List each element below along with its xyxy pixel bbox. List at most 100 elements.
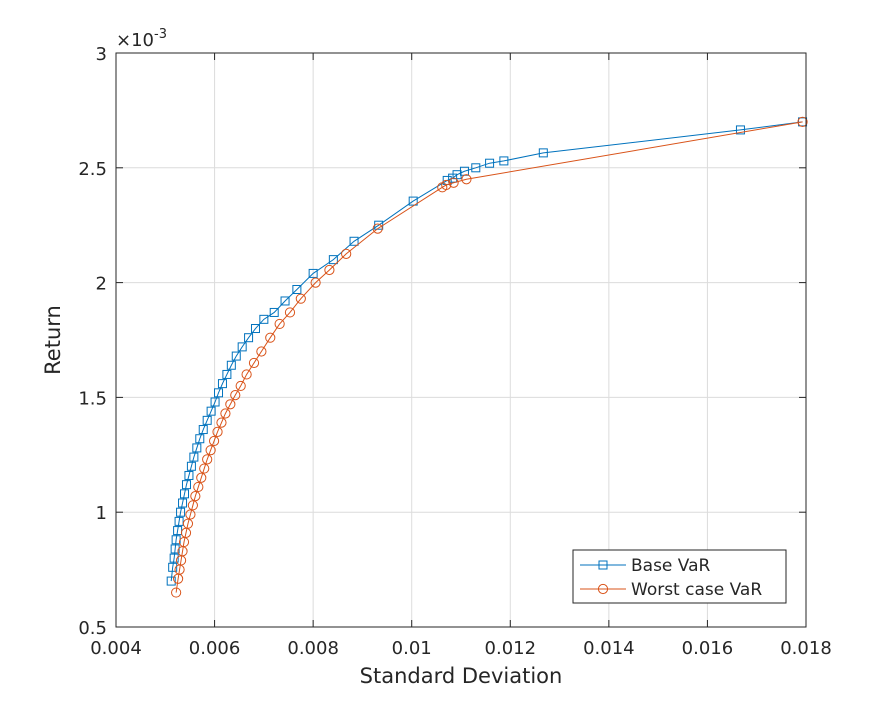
base-var-point xyxy=(499,156,509,166)
base-var-point xyxy=(192,443,202,453)
worst-case-var-point xyxy=(797,116,808,127)
worst-case-var-point xyxy=(448,177,459,188)
x-tick-label: 0.012 xyxy=(485,638,537,659)
series-line-worst-case-var xyxy=(175,121,803,593)
worst-case-var-point xyxy=(241,369,252,380)
y-exponent-power: -3 xyxy=(154,27,167,42)
worst-case-var-point xyxy=(212,426,223,437)
base-var-point xyxy=(210,397,220,407)
worst-case-var-point xyxy=(372,223,383,234)
worst-case-var-point xyxy=(225,399,236,410)
base-var-point xyxy=(292,284,302,294)
series-base-var xyxy=(166,117,808,586)
axes-background xyxy=(116,53,806,627)
y-tick-label: 3 xyxy=(96,44,107,65)
worst-case-var-point xyxy=(295,293,306,304)
legend-square-marker xyxy=(598,560,608,570)
base-var-point xyxy=(408,196,418,206)
worst-case-var-point xyxy=(196,472,207,483)
base-var-point xyxy=(217,379,227,389)
worst-case-var-point xyxy=(216,417,227,428)
worst-case-var-point xyxy=(182,518,194,529)
base-var-point xyxy=(186,461,196,471)
base-var-point xyxy=(237,342,247,352)
worst-case-var-point xyxy=(230,390,241,401)
worst-case-var-point xyxy=(248,357,260,369)
base-var-point xyxy=(735,125,745,135)
worst-case-var-point xyxy=(256,346,267,357)
worst-case-var-point xyxy=(199,463,210,474)
worst-case-var-point xyxy=(341,248,352,259)
base-var-point xyxy=(206,406,216,416)
base-var-point xyxy=(244,333,254,343)
series-line-base-var xyxy=(170,121,803,582)
base-var-point xyxy=(798,117,808,127)
y-tick-label: 1.5 xyxy=(78,388,107,409)
worst-case-var-point xyxy=(265,332,276,343)
base-var-point xyxy=(168,562,178,572)
series-worst-case-var xyxy=(171,116,808,598)
worst-case-var-point xyxy=(324,264,335,276)
legend: Base VaR Worst case VaR xyxy=(572,549,787,604)
x-tick-label: 0.014 xyxy=(583,638,635,659)
base-var-point xyxy=(176,507,186,517)
x-tick-label: 0.018 xyxy=(780,638,832,659)
legend-label: Worst case VaR xyxy=(631,580,762,600)
base-var-point xyxy=(169,553,179,563)
base-var-point xyxy=(452,170,462,180)
base-var-point xyxy=(174,516,184,526)
worst-case-var-point xyxy=(284,307,296,318)
base-var-point xyxy=(308,268,318,278)
x-tick-label: 0.008 xyxy=(287,638,339,659)
base-var-point xyxy=(198,425,208,435)
worst-case-var-point xyxy=(220,408,231,419)
x-tick-labels: 0.004 0.006 0.008 0.01 0.012 0.014 0.016 0.018 xyxy=(90,638,832,659)
base-var-point xyxy=(226,360,236,370)
y-exponent-base: ×10 xyxy=(116,30,154,51)
worst-case-var-point xyxy=(190,491,201,502)
x-tick-label: 0.01 xyxy=(392,638,432,659)
worst-case-var-point xyxy=(310,277,321,288)
base-var-point xyxy=(328,255,338,265)
x-tick-label: 0.016 xyxy=(682,638,734,659)
x-tick-label: 0.006 xyxy=(189,638,241,659)
worst-case-var-point xyxy=(441,179,452,191)
base-var-point xyxy=(269,307,279,317)
base-var-point xyxy=(259,314,269,324)
series-layer xyxy=(166,116,808,598)
base-var-point xyxy=(189,452,199,462)
y-tick-label: 1 xyxy=(96,503,107,524)
worst-case-var-point xyxy=(461,174,472,185)
base-var-point xyxy=(195,434,205,444)
worst-case-var-point xyxy=(202,454,213,465)
base-var-point xyxy=(349,236,359,246)
legend-box xyxy=(572,549,787,604)
y-tick-label: 2 xyxy=(96,274,107,295)
base-var-point xyxy=(202,415,212,425)
base-var-point xyxy=(250,324,260,334)
base-var-point xyxy=(180,489,190,499)
base-var-point xyxy=(214,388,224,398)
worst-case-var-point xyxy=(187,500,198,511)
legend-entry-worst-case-var: Worst case VaR xyxy=(580,580,762,600)
legend-label: Base VaR xyxy=(631,556,711,576)
ticks xyxy=(115,52,807,628)
base-var-point xyxy=(178,498,188,508)
base-var-point xyxy=(231,351,241,361)
legend-circle-marker xyxy=(597,583,609,595)
worst-case-var-point xyxy=(171,587,182,598)
y-axis-label: Return xyxy=(41,305,65,375)
base-var-point xyxy=(184,470,194,480)
x-tick-label: 0.004 xyxy=(90,638,142,659)
base-var-point xyxy=(538,148,548,158)
base-var-point xyxy=(181,480,191,490)
base-var-point xyxy=(222,369,232,379)
base-var-point xyxy=(166,576,176,586)
y-tick-label: 0.5 xyxy=(78,618,107,639)
legend-entry-base-var: Base VaR xyxy=(580,556,711,576)
axes-box xyxy=(115,52,807,628)
y-exponent-label: ×10-3 xyxy=(116,27,167,51)
y-tick-label: 2.5 xyxy=(78,159,107,180)
worst-case-var-point xyxy=(274,318,285,330)
